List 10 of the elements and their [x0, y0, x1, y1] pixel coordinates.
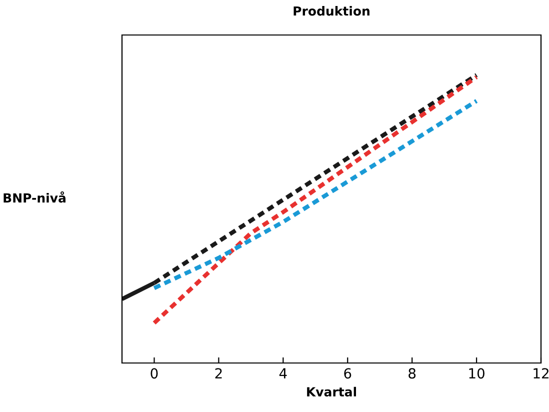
x-tick-label: 10 [469, 368, 484, 379]
chart-title: Produktion [294, 6, 370, 16]
x-axis-title: Kvartal [307, 386, 356, 397]
x-tick-label: 8 [408, 368, 416, 379]
x-tick-label: 12 [534, 368, 548, 378]
x-tick-label: 6 [344, 368, 352, 379]
x-tick-label: 2 [215, 368, 222, 378]
x-tick-label: 0 [150, 368, 158, 379]
y-axis-title: BNP-nivå [4, 191, 66, 203]
x-tick-label: 4 [279, 368, 287, 378]
